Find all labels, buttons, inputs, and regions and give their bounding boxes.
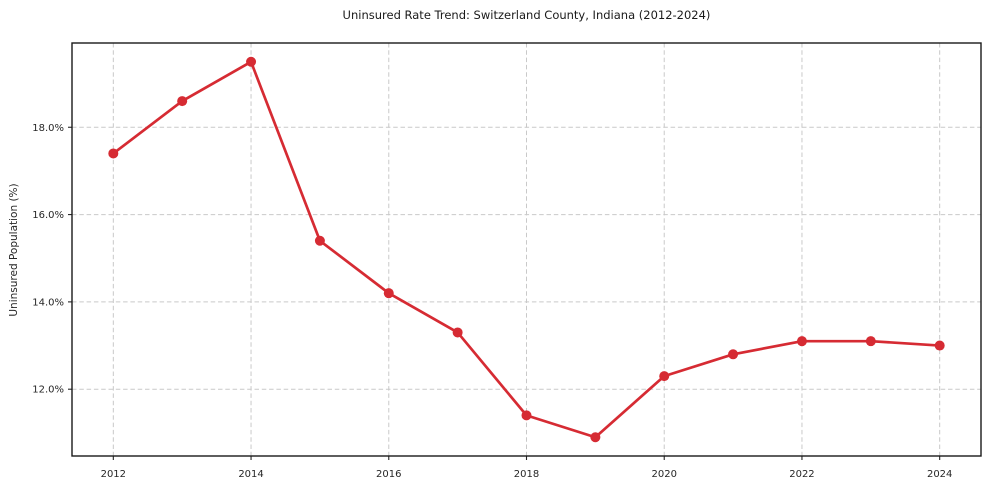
data-point	[865, 336, 876, 347]
data-point	[521, 410, 532, 421]
y-tick-label: 18.0%	[32, 123, 64, 134]
x-tick-label: 2020	[652, 469, 677, 480]
data-point	[659, 371, 670, 382]
x-tick-label: 2018	[514, 469, 539, 480]
data-point	[590, 432, 601, 443]
y-tick-label: 14.0%	[32, 297, 64, 308]
data-point	[934, 340, 945, 351]
data-point	[728, 349, 739, 360]
x-tick-label: 2024	[927, 469, 952, 480]
data-point	[383, 288, 394, 299]
data-point	[177, 96, 188, 107]
data-point	[108, 148, 119, 159]
x-tick-label: 2022	[789, 469, 814, 480]
x-tick-label: 2012	[101, 469, 126, 480]
y-tick-label: 12.0%	[32, 385, 64, 396]
data-point	[314, 235, 325, 246]
data-point	[452, 327, 463, 338]
plot-frame	[71, 42, 982, 457]
data-point	[796, 336, 807, 347]
x-tick-label: 2014	[238, 469, 263, 480]
data-point	[246, 56, 257, 67]
chart-title: Uninsured Rate Trend: Switzerland County…	[342, 8, 711, 22]
x-tick-label: 2016	[376, 469, 401, 480]
y-tick-label: 16.0%	[32, 210, 64, 221]
